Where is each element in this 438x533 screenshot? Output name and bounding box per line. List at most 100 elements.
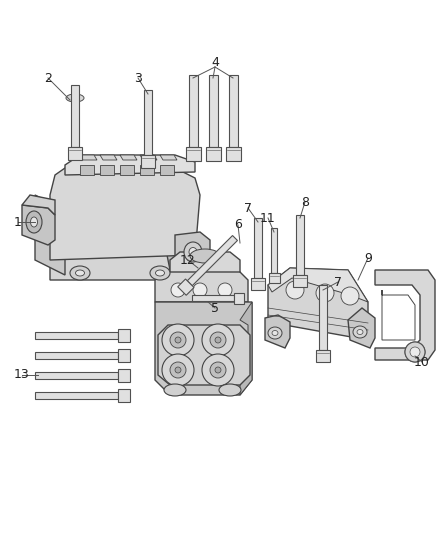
Text: 11: 11	[260, 212, 276, 224]
Polygon shape	[175, 232, 210, 268]
Polygon shape	[254, 218, 262, 278]
Polygon shape	[22, 205, 55, 245]
Polygon shape	[22, 195, 55, 215]
Ellipse shape	[268, 327, 282, 339]
Polygon shape	[265, 315, 290, 348]
Text: 9: 9	[364, 252, 372, 264]
Text: 8: 8	[301, 196, 309, 208]
Ellipse shape	[353, 326, 367, 338]
Circle shape	[162, 324, 194, 356]
Text: 3: 3	[134, 71, 142, 85]
Polygon shape	[188, 75, 198, 147]
Text: 2: 2	[44, 71, 52, 85]
Polygon shape	[271, 228, 277, 273]
Polygon shape	[348, 308, 375, 348]
Polygon shape	[316, 350, 330, 362]
Text: 10: 10	[414, 356, 430, 368]
Polygon shape	[160, 165, 174, 175]
Polygon shape	[268, 268, 368, 340]
Circle shape	[410, 347, 420, 357]
Polygon shape	[155, 302, 252, 395]
Circle shape	[218, 283, 232, 297]
Circle shape	[215, 367, 221, 373]
Polygon shape	[35, 195, 65, 275]
Polygon shape	[155, 270, 248, 302]
Polygon shape	[226, 147, 240, 161]
Polygon shape	[319, 285, 327, 350]
Circle shape	[210, 332, 226, 348]
Ellipse shape	[219, 384, 241, 396]
Polygon shape	[140, 155, 157, 160]
Circle shape	[210, 362, 226, 378]
Polygon shape	[144, 90, 152, 155]
Polygon shape	[158, 325, 250, 385]
Polygon shape	[120, 165, 134, 175]
Polygon shape	[296, 215, 304, 275]
Ellipse shape	[190, 249, 220, 263]
Polygon shape	[118, 328, 130, 342]
Circle shape	[341, 287, 359, 305]
Polygon shape	[68, 147, 82, 160]
Circle shape	[410, 347, 420, 357]
Polygon shape	[35, 392, 118, 399]
Polygon shape	[208, 75, 218, 147]
Polygon shape	[118, 368, 130, 382]
Ellipse shape	[31, 217, 38, 227]
Circle shape	[202, 354, 234, 386]
Polygon shape	[293, 275, 307, 287]
Circle shape	[215, 337, 221, 343]
Circle shape	[286, 281, 304, 299]
Polygon shape	[100, 155, 117, 160]
Polygon shape	[35, 332, 118, 338]
Polygon shape	[80, 165, 94, 175]
Polygon shape	[140, 165, 154, 175]
Circle shape	[170, 332, 186, 348]
Text: 5: 5	[211, 302, 219, 314]
Ellipse shape	[184, 242, 202, 262]
Polygon shape	[35, 351, 118, 359]
Polygon shape	[160, 155, 177, 160]
Polygon shape	[187, 236, 237, 286]
Ellipse shape	[164, 384, 186, 396]
Text: 13: 13	[14, 368, 30, 382]
Polygon shape	[178, 279, 194, 295]
Polygon shape	[192, 295, 234, 301]
Polygon shape	[205, 147, 220, 161]
Polygon shape	[120, 155, 137, 160]
Text: 6: 6	[234, 219, 242, 231]
Polygon shape	[100, 165, 114, 175]
Polygon shape	[251, 278, 265, 290]
Polygon shape	[268, 273, 279, 283]
Circle shape	[405, 342, 425, 362]
Polygon shape	[141, 155, 155, 168]
Circle shape	[316, 284, 334, 302]
Polygon shape	[186, 147, 201, 161]
Text: 7: 7	[244, 201, 252, 214]
Text: 7: 7	[334, 276, 342, 288]
Ellipse shape	[272, 330, 278, 335]
Polygon shape	[50, 245, 195, 280]
Circle shape	[193, 283, 207, 297]
Circle shape	[170, 362, 186, 378]
Ellipse shape	[155, 270, 165, 276]
Ellipse shape	[357, 329, 363, 335]
Text: 1: 1	[14, 215, 22, 229]
Polygon shape	[35, 372, 118, 378]
Polygon shape	[118, 389, 130, 401]
Polygon shape	[50, 165, 200, 260]
Circle shape	[175, 367, 181, 373]
Polygon shape	[240, 302, 252, 395]
Polygon shape	[118, 349, 130, 361]
Polygon shape	[229, 75, 237, 147]
Text: 12: 12	[180, 254, 196, 266]
Circle shape	[405, 342, 425, 362]
Ellipse shape	[66, 94, 84, 102]
Text: 4: 4	[211, 55, 219, 69]
Circle shape	[202, 324, 234, 356]
Circle shape	[162, 354, 194, 386]
Ellipse shape	[189, 247, 197, 256]
Polygon shape	[80, 155, 97, 160]
Polygon shape	[65, 155, 195, 175]
Polygon shape	[170, 252, 240, 272]
Polygon shape	[71, 85, 79, 147]
